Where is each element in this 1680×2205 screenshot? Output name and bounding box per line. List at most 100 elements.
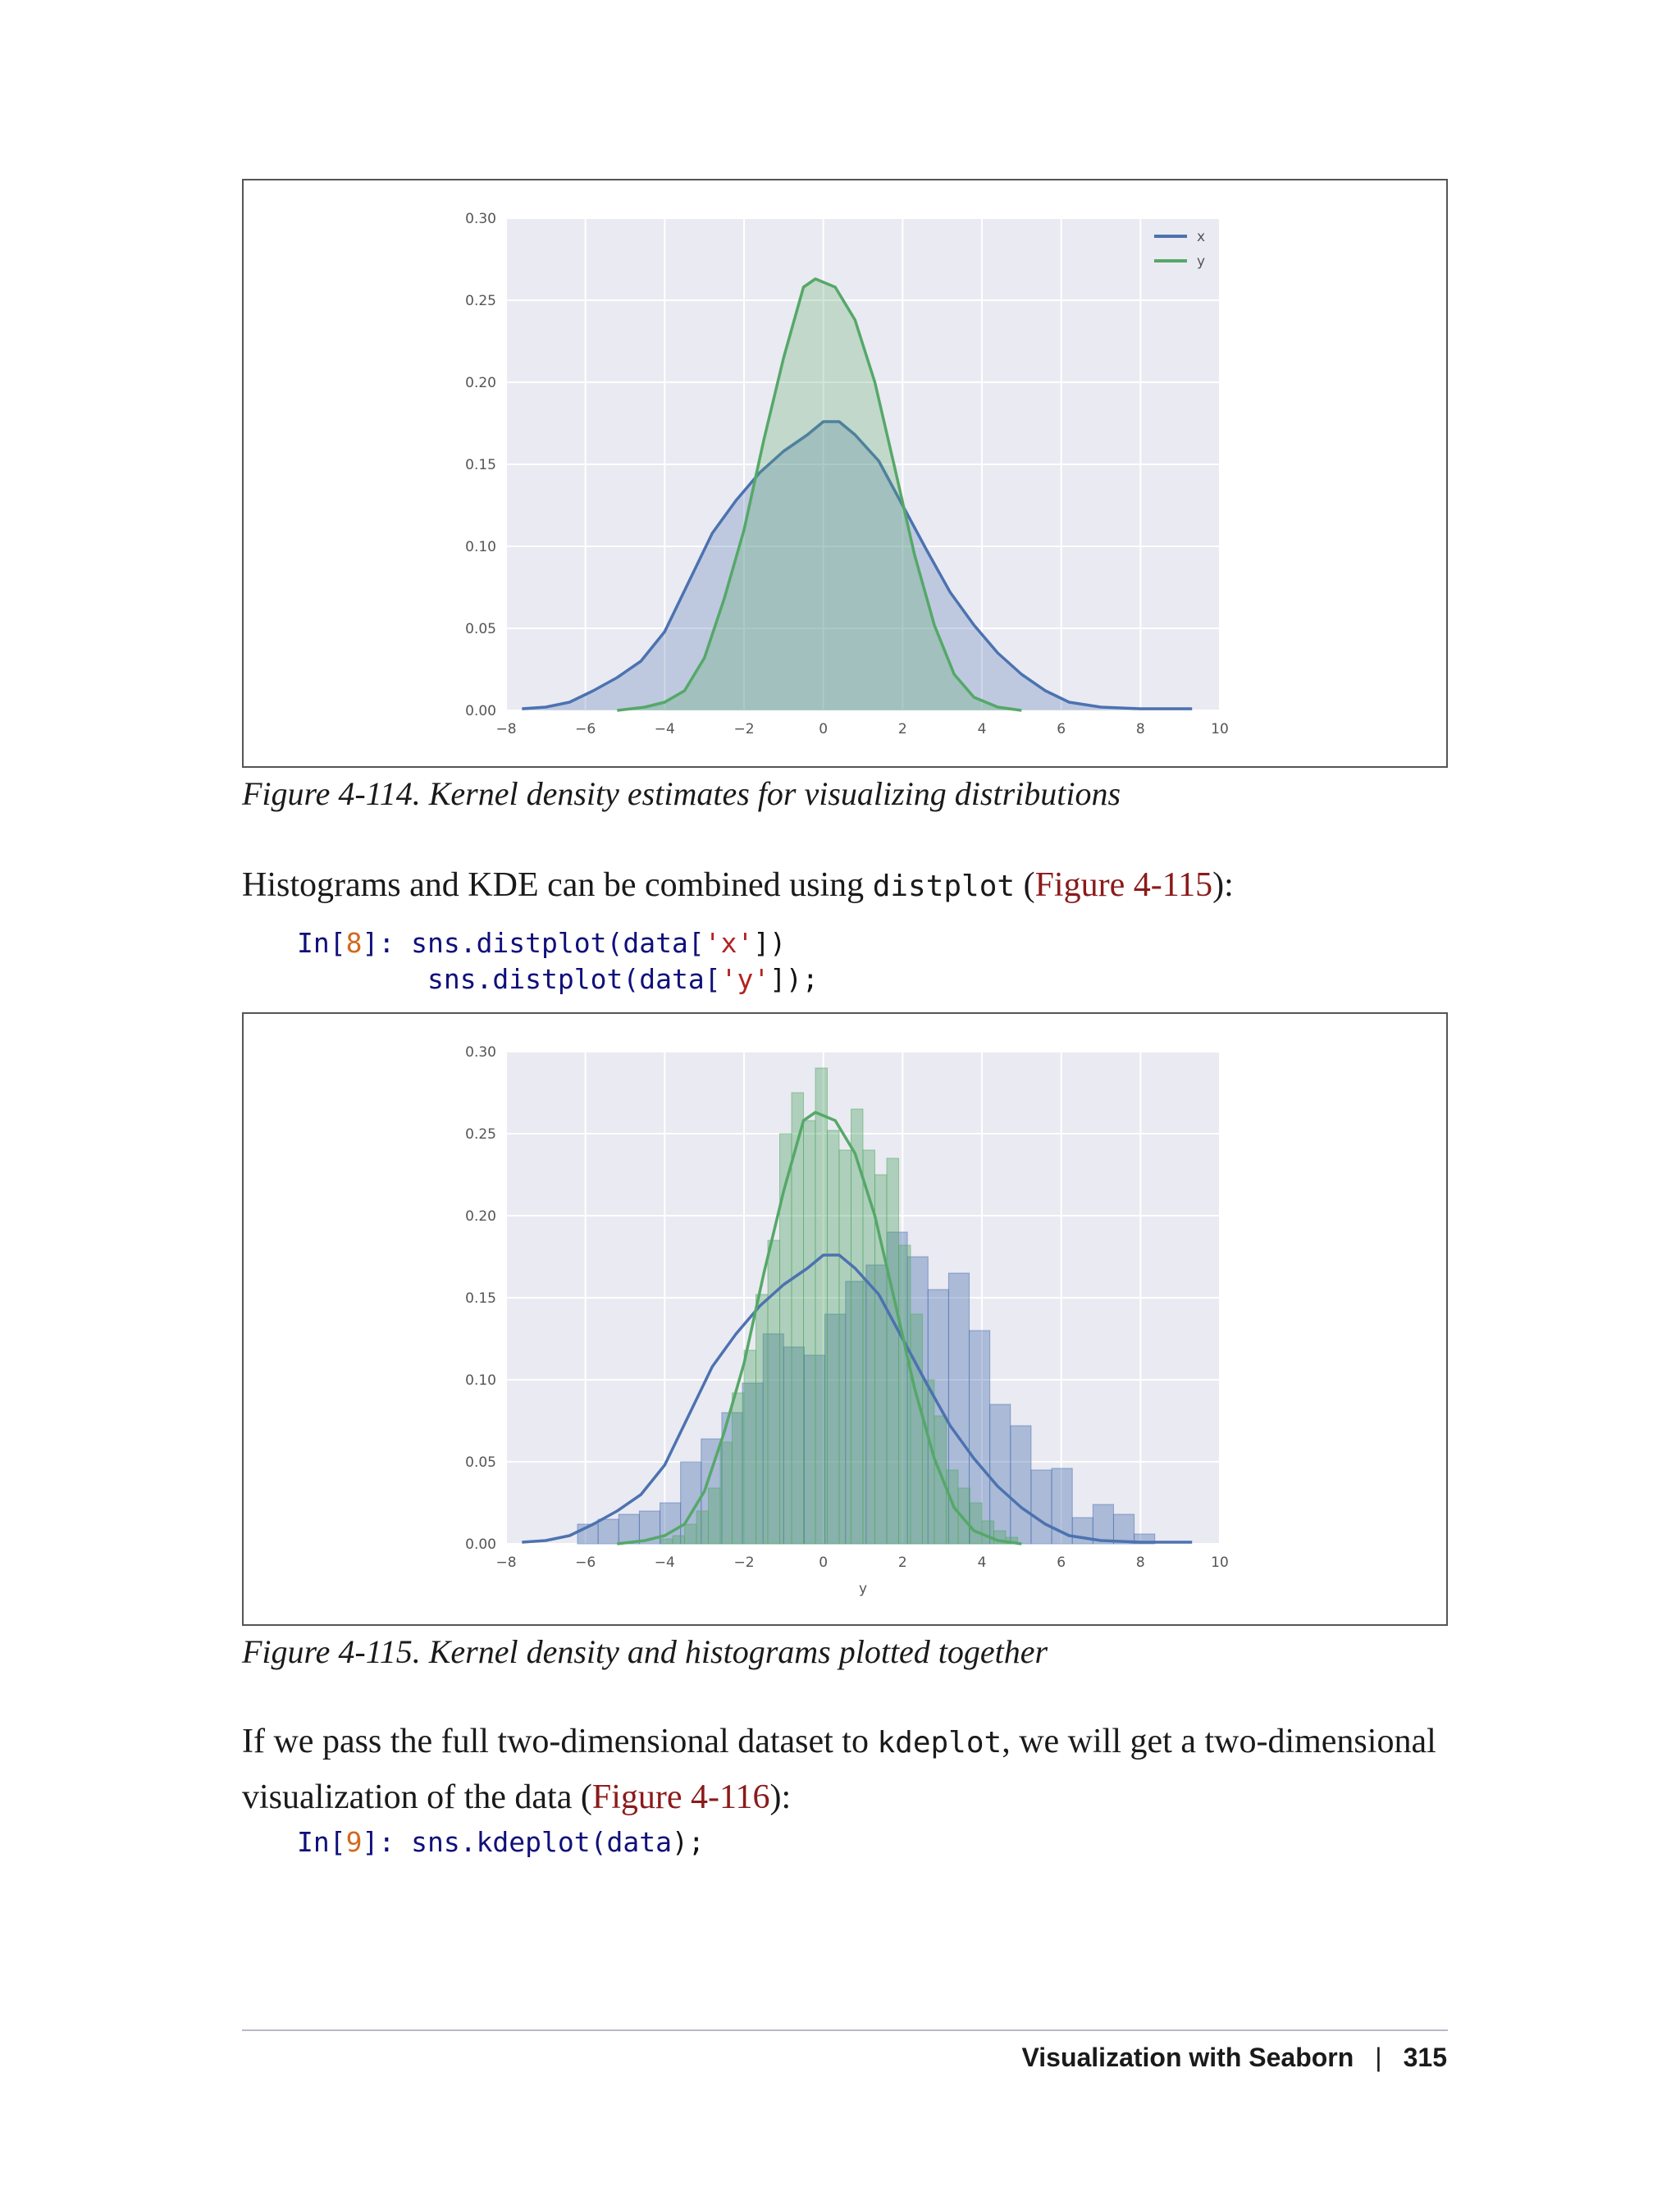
y-tick-label: 0.05 [465,1454,496,1471]
figure-1-frame: −8 −6 −4 −2 0 2 4 6 8 10 0.00 0.05 0.10 0.15 0.20 0.25 0… [242,179,1448,768]
histogram-bar-y [696,1510,709,1545]
paragraph-text-after: , we will get a two-dimensional visualiz… [242,1723,1436,1816]
x-tick-label: 2 [898,721,907,737]
figure-link-4-115[interactable]: Figure 4-115 [1034,866,1213,904]
histogram-bar-y [708,1487,721,1545]
histogram-bar-y [970,1502,983,1545]
y-tick-label: 0.25 [465,1126,496,1143]
histogram-bar-x [1092,1504,1114,1545]
x-axis-label: y [859,1581,867,1597]
legend-label-x: x [1197,229,1205,245]
x-tick-label: 6 [1057,1554,1066,1571]
histogram-bar-y [946,1469,959,1545]
x-tick-label: −6 [575,1554,596,1571]
x-tick-label: 2 [898,1554,907,1571]
y-tick-label: 0.20 [465,1208,496,1225]
histogram-bar-x [1112,1513,1135,1545]
x-tick-label: −4 [655,1554,675,1571]
y-tick-label: 0.30 [465,211,496,227]
code-line-1-call: sns.distplot(data[ [411,927,705,959]
inline-code-distplot: distplot [872,870,1016,903]
histogram-bar-y [898,1244,911,1545]
page-footer: Visualization with Seaborn | 315 [1021,2043,1447,2073]
x-tick-label: 4 [978,1554,987,1571]
histogram-bar-y [756,1294,769,1545]
x-tick-label: 10 [1211,721,1229,737]
histogram-bar-y [838,1149,851,1545]
code-prompt-end: ]: [362,1826,412,1858]
paragraph-distplot: Histograms and KDE can be combined using… [242,858,1448,914]
histogram-bar-y [910,1313,923,1545]
x-tick-label: 0 [819,1554,828,1571]
histogram-bar-x [597,1518,619,1545]
histogram-bar-y [660,1538,673,1545]
footer-separator: | [1375,2043,1382,2072]
kde-line-y [617,1111,1022,1545]
x-tick-label: −2 [733,1554,754,1571]
histogram-bar-x [824,1313,847,1545]
code-line-1-end: ]) [753,927,787,959]
x-tick-label: −8 [495,1554,516,1571]
histogram-bar-x [803,1354,826,1545]
y-tick-label: 0.10 [465,1372,496,1389]
code-line-end: ); [671,1826,705,1858]
y-tick-label: 0.00 [465,1536,496,1553]
histogram-bar-x [762,1333,784,1545]
code-line-2-end: ]); [769,963,819,995]
histogram-bar-x [865,1264,888,1545]
code-prompt: In[ [297,927,346,959]
code-prompt-number: 9 [345,1826,363,1858]
paren-open: ( [572,1778,592,1816]
histogram-bar-y [886,1157,899,1545]
paragraph-text: If we pass the full two-dimensional data… [242,1723,878,1760]
code-prompt-number: 8 [345,927,363,959]
histogram-bar-y [684,1523,697,1545]
figure-1-caption: Figure 4-114. Kernel density estimates f… [242,775,1121,812]
paragraph-kdeplot: If we pass the full two-dimensional data… [242,1714,1448,1824]
y-tick-label: 0.00 [465,703,496,719]
x-tick-label: 4 [978,721,987,737]
histogram-bar-y [732,1392,745,1545]
code-prompt-end: ]: [362,927,412,959]
code-block-distplot: In[8]: sns.distplot(data['x']) sns.distp… [297,925,819,998]
y-tick-label: 0.15 [465,1290,496,1307]
histogram-bar-x [1010,1425,1032,1545]
paren-open: ( [1015,866,1035,904]
x-tick-label: 8 [1136,721,1145,737]
paren-close: ): [1212,866,1234,904]
kde-fill-x [522,422,1193,710]
inline-code-kdeplot: kdeplot [877,1726,1002,1760]
y-tick-label: 0.10 [465,539,496,555]
histogram-bar-y [981,1520,994,1545]
paren-close: ): [769,1778,792,1816]
x-tick-label: −2 [733,721,754,737]
footer-section-title: Visualization with Seaborn [1021,2043,1354,2072]
histogram-bar-y [672,1535,685,1545]
histogram-bar-y [827,1130,840,1545]
histogram-bar-y [922,1379,935,1545]
kde-fill-y [617,279,1022,710]
x-tick-label: −4 [655,721,675,737]
legend-label-y: y [1197,253,1205,270]
x-tick-label: 6 [1057,721,1066,737]
figure-2-caption: Figure 4-115. Kernel density and histogr… [242,1633,1048,1670]
x-tick-label: −6 [575,721,596,737]
figure-link-4-116[interactable]: Figure 4-116 [591,1778,770,1816]
histogram-bar-x [618,1513,640,1545]
code-line-2-call: sns.distplot(data[ [427,963,721,995]
kde-line-x [522,420,1193,710]
figure-2-chart: −8 −6 −4 −2 0 2 4 6 8 10 0.00 0.05 0.10 0.15 0.20 0.25 0… [465,1044,1229,1597]
y-tick-label: 0.15 [465,457,496,473]
histogram-bar-y [767,1239,780,1545]
code-indent [297,963,427,995]
y-tick-label: 0.05 [465,621,496,637]
histogram-bar-x [742,1382,764,1545]
histogram-bar-y [815,1067,828,1545]
histogram-bar-y [743,1349,756,1545]
x-tick-label: 8 [1136,1554,1145,1571]
page-number: 315 [1403,2043,1447,2072]
y-tick-label: 0.20 [465,375,496,391]
histogram-bar-x [1030,1469,1052,1545]
histogram-bar-y [719,1441,733,1545]
code-line-1-string: 'x' [704,927,754,959]
